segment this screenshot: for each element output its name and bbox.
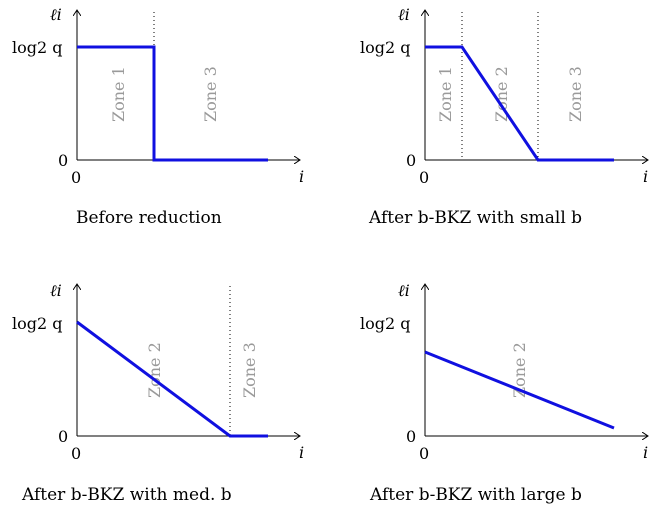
profile-curve xyxy=(76,320,268,438)
y-axis-label: ℓi xyxy=(50,5,62,24)
zone-label: Zone 1 xyxy=(436,66,455,122)
profile-curve xyxy=(77,45,268,162)
panel-caption: Before reduction xyxy=(76,208,222,228)
zone-label: Zone 2 xyxy=(510,342,529,398)
x-tick-zero: 0 xyxy=(419,444,429,463)
panel-caption: After b-BKZ with med. b xyxy=(21,485,232,505)
x-tick-zero: 0 xyxy=(419,168,429,187)
profile-curve xyxy=(424,350,615,430)
zone-label: Zone 3 xyxy=(201,66,220,122)
y-tick-log2q: log2 q xyxy=(12,314,63,333)
zone-label: Zone 2 xyxy=(145,342,164,398)
y-tick-zero: 0 xyxy=(406,427,416,446)
y-tick-zero: 0 xyxy=(58,427,68,446)
panel-before-reduction: ℓi log2 q 0 0 i Zone 1 Zone 3 Before red… xyxy=(12,5,304,228)
y-axis-label: ℓi xyxy=(398,5,410,24)
panel-caption: After b-BKZ with large b xyxy=(369,485,582,505)
x-axis-label: i xyxy=(643,443,648,462)
y-tick-zero: 0 xyxy=(406,151,416,170)
y-tick-log2q: log2 q xyxy=(360,38,411,57)
x-tick-zero: 0 xyxy=(71,168,81,187)
y-axis-label: ℓi xyxy=(50,281,62,300)
x-tick-zero: 0 xyxy=(71,444,81,463)
panel-med-b: ℓi log2 q 0 0 i Zone 2 Zone 3 After b-BK… xyxy=(12,281,304,505)
zone-label: Zone 2 xyxy=(492,66,511,122)
panel-caption: After b-BKZ with small b xyxy=(368,208,582,228)
y-tick-zero: 0 xyxy=(58,151,68,170)
x-axis-label: i xyxy=(299,167,304,186)
x-axis-label: i xyxy=(643,167,648,186)
y-tick-log2q: log2 q xyxy=(12,38,63,57)
panel-small-b: ℓi log2 q 0 0 i Zone 1 Zone 2 Zone 3 Aft… xyxy=(360,5,648,228)
zone-label: Zone 3 xyxy=(240,342,259,398)
zone-label: Zone 1 xyxy=(109,66,128,122)
zone-label: Zone 3 xyxy=(566,66,585,122)
y-tick-log2q: log2 q xyxy=(360,314,411,333)
panel-large-b: ℓi log2 q 0 0 i Zone 2 After b-BKZ with … xyxy=(360,281,648,505)
y-axis-label: ℓi xyxy=(398,281,410,300)
profile-curve xyxy=(425,45,614,162)
x-axis-label: i xyxy=(299,443,304,462)
